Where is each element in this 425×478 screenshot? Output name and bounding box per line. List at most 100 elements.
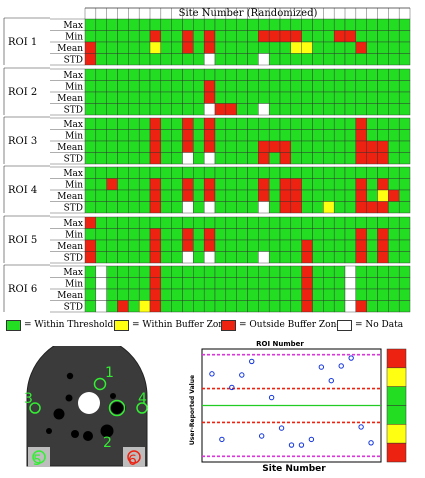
heatmap-cell (171, 178, 183, 191)
heatmap-cell (247, 277, 259, 290)
heatmap-cell (398, 277, 411, 290)
heatmap-cell (388, 140, 400, 153)
heatmap-cell (312, 251, 324, 264)
heatmap-cell (279, 288, 292, 301)
heatmap-cell (344, 228, 357, 241)
heatmap-cell (344, 140, 357, 153)
roi-label-6: 6 (128, 453, 137, 468)
heatmap-cell (106, 288, 118, 301)
heatmap-cell (117, 166, 129, 179)
heatmap-cell (377, 265, 389, 278)
heatmap-cell (258, 129, 270, 142)
stat-label: Max (63, 21, 83, 31)
threshold-chart-xlabel: Site Number (262, 464, 326, 474)
heatmap-cell (203, 53, 216, 66)
roi-2-circle (108, 399, 126, 417)
heatmap-cell (214, 30, 227, 43)
data-point (308, 436, 315, 443)
heatmap-cell (128, 18, 140, 31)
heatmap-cell (193, 178, 205, 191)
stat-label: Min (65, 231, 83, 241)
heatmap-cell (323, 80, 335, 93)
heatmap-cell (214, 277, 227, 290)
data-point (278, 425, 285, 431)
heatmap-cell (366, 178, 378, 191)
heatmap-cell (388, 41, 400, 54)
heatmap-cell (193, 103, 205, 116)
heatmap-cell (106, 91, 118, 104)
heatmap-cell (214, 91, 227, 104)
heatmap-cell (193, 265, 205, 278)
heatmap-cell (84, 129, 97, 142)
heatmap-cell (138, 265, 151, 278)
heatmap-cell (398, 239, 411, 252)
heatmap-cell (128, 201, 140, 214)
heatmap-cell (95, 228, 107, 241)
heatmap-cell (138, 189, 151, 202)
heatmap-cell (225, 265, 237, 278)
heatmap-cell (117, 117, 129, 130)
heatmap-cell (323, 288, 335, 301)
stat-label: Min (65, 132, 83, 142)
heatmap-cell (323, 129, 335, 142)
heatmap-cell (225, 80, 237, 93)
data-point (328, 377, 334, 384)
heatmap-cell (182, 277, 194, 290)
heatmap-cell (193, 189, 205, 202)
heatmap-cell (138, 166, 151, 179)
heatmap-cell (95, 117, 107, 130)
heatmap-cell (128, 228, 140, 241)
heatmap-cell (268, 265, 281, 278)
stat-label: Mean (57, 242, 83, 252)
heatmap-cell (323, 18, 335, 31)
heatmap-cell (290, 68, 302, 81)
roi-label-5: 5 (33, 453, 42, 468)
roi-heatmap: Site Number (Randomized) MaxMinMeanSTDRO… (3, 7, 411, 313)
heatmap-cell (301, 239, 313, 252)
heatmap-cell (312, 140, 324, 153)
heatmap-cell (344, 103, 357, 116)
heatmap-cell (388, 216, 400, 229)
heatmap-cell (95, 201, 107, 214)
heatmap-cell (193, 30, 205, 43)
legend-item: = Within Buffer Zone (114, 318, 229, 332)
heatmap-cell (160, 251, 172, 264)
heatmap-cell (333, 80, 346, 93)
heatmap-cell (247, 117, 259, 130)
heatmap-cell (344, 239, 357, 252)
heatmap-cell (279, 216, 292, 229)
heatmap-cell (258, 18, 270, 31)
heatmap-cell (203, 140, 216, 153)
phantom-diagram: 1 2 3 4 5 6 (24, 346, 148, 468)
heatmap-cell (128, 91, 140, 104)
heatmap-cell (214, 166, 227, 179)
heatmap-cell (182, 251, 194, 264)
heatmap-cell (149, 18, 162, 31)
legend-swatch (337, 319, 352, 331)
heatmap-cell (182, 178, 194, 191)
heatmap-cell (333, 152, 346, 165)
heatmap-cell (398, 300, 411, 313)
heatmap-cell (117, 201, 129, 214)
heatmap-cell (290, 265, 302, 278)
heatmap-cell (203, 103, 216, 116)
heatmap-cell (398, 103, 411, 116)
heatmap-cell (106, 251, 118, 264)
data-point (318, 364, 325, 370)
heatmap-cell (203, 18, 216, 31)
heatmap-cell (388, 300, 400, 313)
heatmap-cell (95, 103, 107, 116)
heatmap-cell (247, 239, 259, 252)
heatmap-cell (301, 41, 313, 54)
heatmap-cell (312, 189, 324, 202)
heatmap-cell (128, 288, 140, 301)
data-point (209, 371, 215, 377)
heatmap-cell (290, 189, 302, 202)
heatmap-cell (279, 152, 292, 165)
heatmap-cell (366, 140, 378, 153)
heatmap-cell (279, 30, 292, 43)
heatmap-cell (193, 91, 205, 104)
heatmap-cell (128, 300, 140, 313)
heatmap-cell (117, 80, 129, 93)
heatmap-cell (366, 18, 378, 31)
